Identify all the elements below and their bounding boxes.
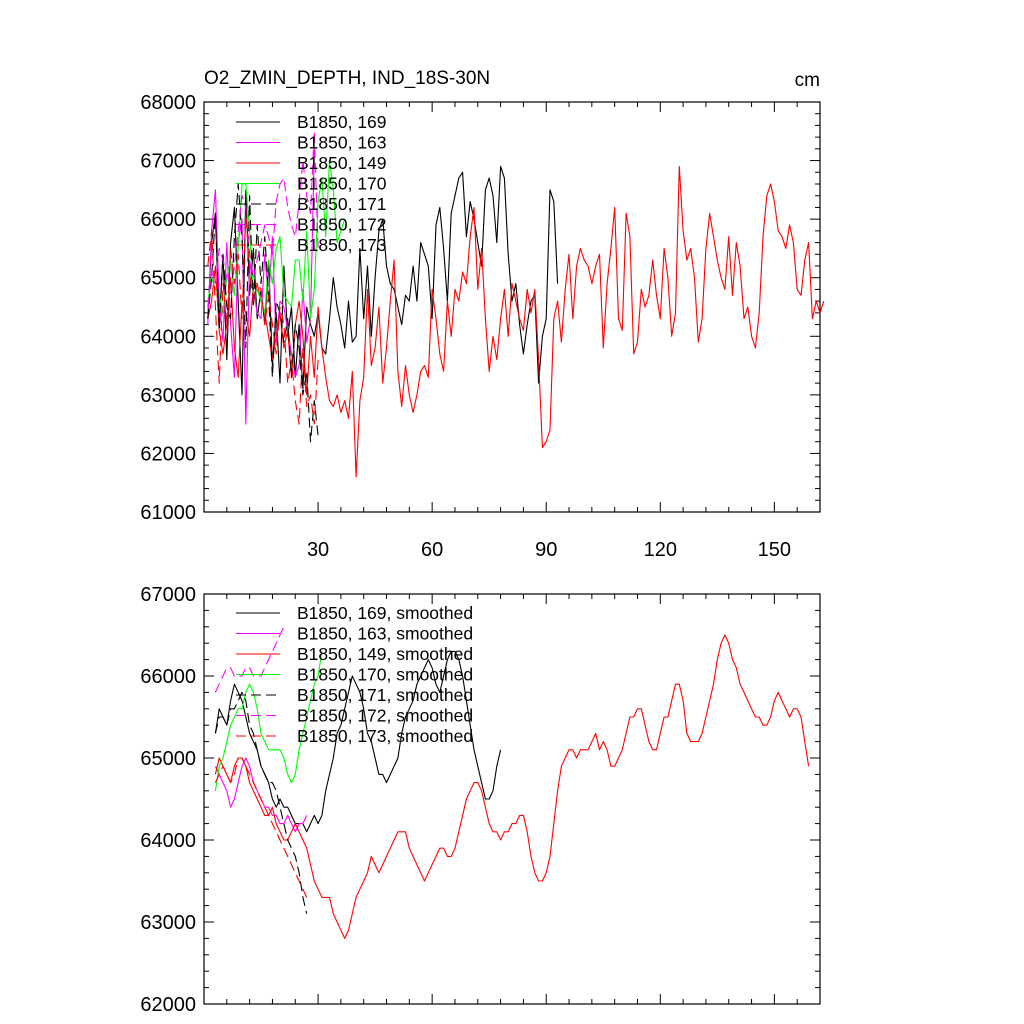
legend-label: B1850, 173 <box>297 235 387 255</box>
y-tick-label: 66000 <box>140 666 196 688</box>
series-line-b1850-169-smoothed <box>214 650 502 833</box>
series-line-b1850-163 <box>207 148 315 425</box>
legend-label: B1850, 149, smoothed <box>297 644 473 664</box>
legend-label: B1850, 172 <box>297 215 387 235</box>
legend-label: B1850, 163, smoothed <box>297 624 473 644</box>
chart-title: O2_ZMIN_DEPTH, IND_18S-30N <box>204 68 490 89</box>
bottom-panel: 62000 63000 64000 65000 66000 67000 B1850, 169… <box>140 584 821 1016</box>
units-label: cm <box>795 70 820 91</box>
y-tick-label: 65000 <box>140 748 196 770</box>
series-line-b1850-172 <box>207 130 319 308</box>
legend-label: B1850, 171 <box>297 194 387 214</box>
legend-label: B1850, 173, smoothed <box>297 726 473 746</box>
top-panel: 61000 62000 63000 64000 65000 66000 67000 68000… <box>140 92 825 561</box>
series-line-b1850-170 <box>207 160 346 320</box>
y-tick-label: 62000 <box>140 443 196 465</box>
series-line-b1850-163-smoothed <box>214 757 308 833</box>
series-line-b1850-172-smoothed <box>214 626 288 693</box>
series-line-b1850-170-smoothed <box>214 651 323 791</box>
series-line-b1850-149-smoothed <box>214 634 810 939</box>
legend-label: B1850, 169 <box>297 112 387 132</box>
y-tick-label: 61000 <box>140 502 196 524</box>
y-tick-label: 66000 <box>140 209 196 231</box>
legend-label: B1850, 170 <box>297 174 387 194</box>
y-tick-label: 63000 <box>140 385 196 407</box>
legend-label: B1850, 170, smoothed <box>297 665 473 685</box>
series-line-b1850-173 <box>207 212 319 425</box>
plot-frame <box>203 101 821 513</box>
legend-label: B1850, 163 <box>297 133 387 153</box>
y-tick-label: 65000 <box>140 268 196 290</box>
x-tick-label: 120 <box>644 539 677 561</box>
x-tick-label: 90 <box>535 539 557 561</box>
y-tick-label: 64000 <box>140 326 196 348</box>
x-tick-label: 30 <box>307 539 329 561</box>
y-tick-label: 68000 <box>140 92 196 114</box>
y-tick-label: 67000 <box>140 151 196 173</box>
y-tick-label: 63000 <box>140 912 196 934</box>
y-tick-label: 67000 <box>140 584 196 606</box>
legend-label: B1850, 172, smoothed <box>297 706 473 726</box>
x-tick-label: 150 <box>758 539 791 561</box>
legend-label: B1850, 149 <box>297 153 387 173</box>
series-line-b1850-169 <box>207 165 559 396</box>
y-tick-label: 62000 <box>140 994 196 1016</box>
y-tick-label: 64000 <box>140 830 196 852</box>
legend-label: B1850, 171, smoothed <box>297 685 473 705</box>
plot-frame <box>203 593 821 1005</box>
series-line-b1850-173-smoothed <box>214 757 308 898</box>
legend-label: B1850, 169, smoothed <box>297 603 473 623</box>
x-tick-label: 60 <box>421 539 443 561</box>
series-line-b1850-171-smoothed <box>214 691 308 914</box>
series-line-b1850-149 <box>207 165 825 478</box>
